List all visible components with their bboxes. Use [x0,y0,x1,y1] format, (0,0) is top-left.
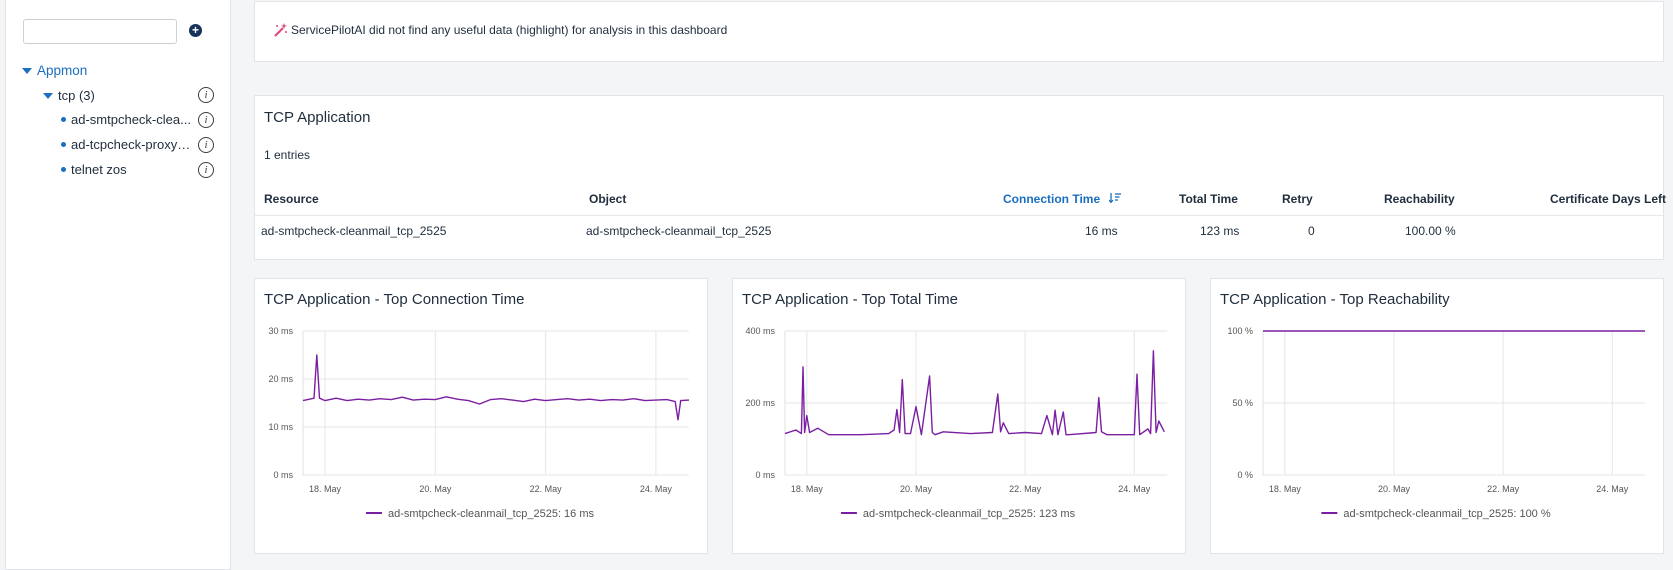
x-tick-label: 24. May [640,484,673,494]
tree-leaf-label: ad-tcpcheck-proxyp... [71,137,191,152]
column-header-total-time[interactable]: Total Time [1179,192,1238,206]
chart-title: TCP Application - Top Total Time [742,291,958,308]
tree-leaf-tcpcheck[interactable]: ad-tcpcheck-proxyp... [61,137,191,152]
bullet-icon [61,117,66,122]
legend-label: ad-smtpcheck-cleanmail_tcp_2525: 123 ms [863,508,1076,520]
column-header-reachability[interactable]: Reachability [1384,192,1455,206]
info-icon[interactable]: i [198,162,214,178]
cell-object: ad-smtpcheck-cleanmail_tcp_2525 [586,224,772,238]
tree-node-label: tcp (3) [58,88,95,103]
cell-total-time: 123 ms [1200,224,1240,238]
caret-down-icon[interactable] [22,67,32,74]
chart-title: TCP Application - Top Connection Time [264,291,525,308]
cell-reachability: 100.00 % [1405,224,1456,238]
y-tick-label: 50 % [1232,398,1253,408]
series-line [784,350,1165,436]
add-icon[interactable]: + [189,24,202,37]
bullet-icon [61,167,66,172]
column-header-object[interactable]: Object [589,192,627,206]
panel-title: TCP Application [264,109,371,126]
x-tick-label: 18. May [791,484,824,494]
series-line [302,354,690,421]
connection-time-chart: 0 ms 10 ms 20 ms 30 ms 18. May 20. May 22. May… [268,326,690,520]
info-icon[interactable]: i [198,112,214,128]
tree-leaf-telnet[interactable]: telnet zos [61,162,191,177]
sort-descending-icon[interactable] [1109,193,1122,203]
chart-panel-total-time: TCP Application - Top Total Time 0 ms 200… [732,278,1186,554]
x-tick-label: 18. May [309,484,342,494]
chart-panel-reachability: TCP Application - Top Reachability 0 % 50… [1210,278,1664,554]
x-tick-label: 24. May [1596,484,1629,494]
y-tick-label: 0 % [1237,470,1253,480]
tcp-application-table-panel: TCP Application 1 entries Resource Objec… [254,95,1667,260]
x-tick-label: 22. May [1487,484,1520,494]
x-tick-label: 18. May [1269,484,1302,494]
ai-banner-panel: ServicePilotAI did not find any useful d… [254,1,1664,62]
caret-down-icon[interactable] [43,92,53,99]
legend-label: ad-smtpcheck-cleanmail_tcp_2525: 100 % [1343,508,1551,520]
column-header-retry[interactable]: Retry [1282,192,1313,206]
ai-banner-text: ServicePilotAI did not find any useful d… [291,23,728,37]
column-header-connection-time[interactable]: Connection Time [1003,192,1122,206]
y-tick-label: 100 % [1227,326,1253,336]
tree-node-label: Appmon [37,63,88,78]
column-header-label: Connection Time [1003,192,1101,206]
tree-node-tcp[interactable]: tcp (3) [43,88,95,103]
info-icon[interactable]: i [198,137,214,153]
chart-title: TCP Application - Top Reachability [1220,291,1450,308]
table-divider [255,215,1663,216]
cell-resource: ad-smtpcheck-cleanmail_tcp_2525 [261,224,447,238]
x-tick-label: 20. May [900,484,933,494]
chart-panel-connection-time: TCP Application - Top Connection Time 0 … [254,278,708,554]
y-tick-label: 10 ms [268,422,293,432]
bullet-icon [61,142,66,147]
column-header-certificate-days-left[interactable]: Certificate Days Left [1550,192,1667,206]
tree-search-input[interactable] [23,19,177,44]
info-icon[interactable]: i [198,87,214,103]
tree-leaf-label: telnet zos [71,162,127,177]
y-tick-label: 0 ms [273,470,293,480]
tree-leaf-smtpcheck[interactable]: ad-smtpcheck-clea... [61,112,191,127]
y-tick-label: 400 ms [745,326,775,336]
column-header-resource[interactable]: Resource [264,192,319,206]
magic-wand-icon [274,23,287,37]
x-tick-label: 22. May [1009,484,1042,494]
tree-node-appmon[interactable]: Appmon [22,63,87,78]
y-tick-label: 200 ms [745,398,775,408]
x-tick-label: 20. May [1378,484,1411,494]
cell-connection-time: 16 ms [1085,224,1118,238]
cell-retry: 0 [1308,224,1315,238]
y-tick-label: 0 ms [755,470,775,480]
x-tick-label: 22. May [530,484,563,494]
y-tick-label: 30 ms [268,326,293,336]
total-time-chart: 0 ms 200 ms 400 ms 18. May 20. May 22. May 24.… [745,326,1167,520]
x-tick-label: 24. May [1118,484,1151,494]
y-tick-label: 20 ms [268,374,293,384]
legend-label: ad-smtpcheck-cleanmail_tcp_2525: 16 ms [388,508,595,520]
tree-leaf-label: ad-smtpcheck-clea... [71,112,191,127]
entries-count: 1 entries [264,148,311,162]
tree-sidebar: + Appmon tcp (3) i ad-smtpcheck-clea... … [5,0,231,570]
reachability-chart: 0 % 50 % 100 % 18. May 20. May 22. May 24. May… [1227,326,1645,520]
x-tick-label: 20. May [419,484,452,494]
